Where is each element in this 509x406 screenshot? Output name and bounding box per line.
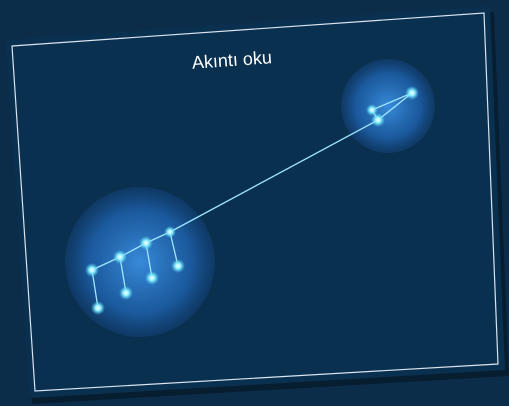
star <box>366 104 378 116</box>
star <box>164 226 176 238</box>
stars <box>85 86 419 315</box>
star <box>91 301 105 315</box>
star <box>119 286 133 300</box>
star <box>113 250 127 264</box>
star <box>139 236 153 250</box>
star <box>171 259 185 273</box>
star <box>405 86 419 100</box>
star <box>371 113 385 127</box>
star <box>145 271 159 285</box>
cluster-glow <box>65 187 215 337</box>
cluster-glow <box>341 59 435 153</box>
card-border <box>11 12 499 392</box>
star <box>85 263 99 277</box>
